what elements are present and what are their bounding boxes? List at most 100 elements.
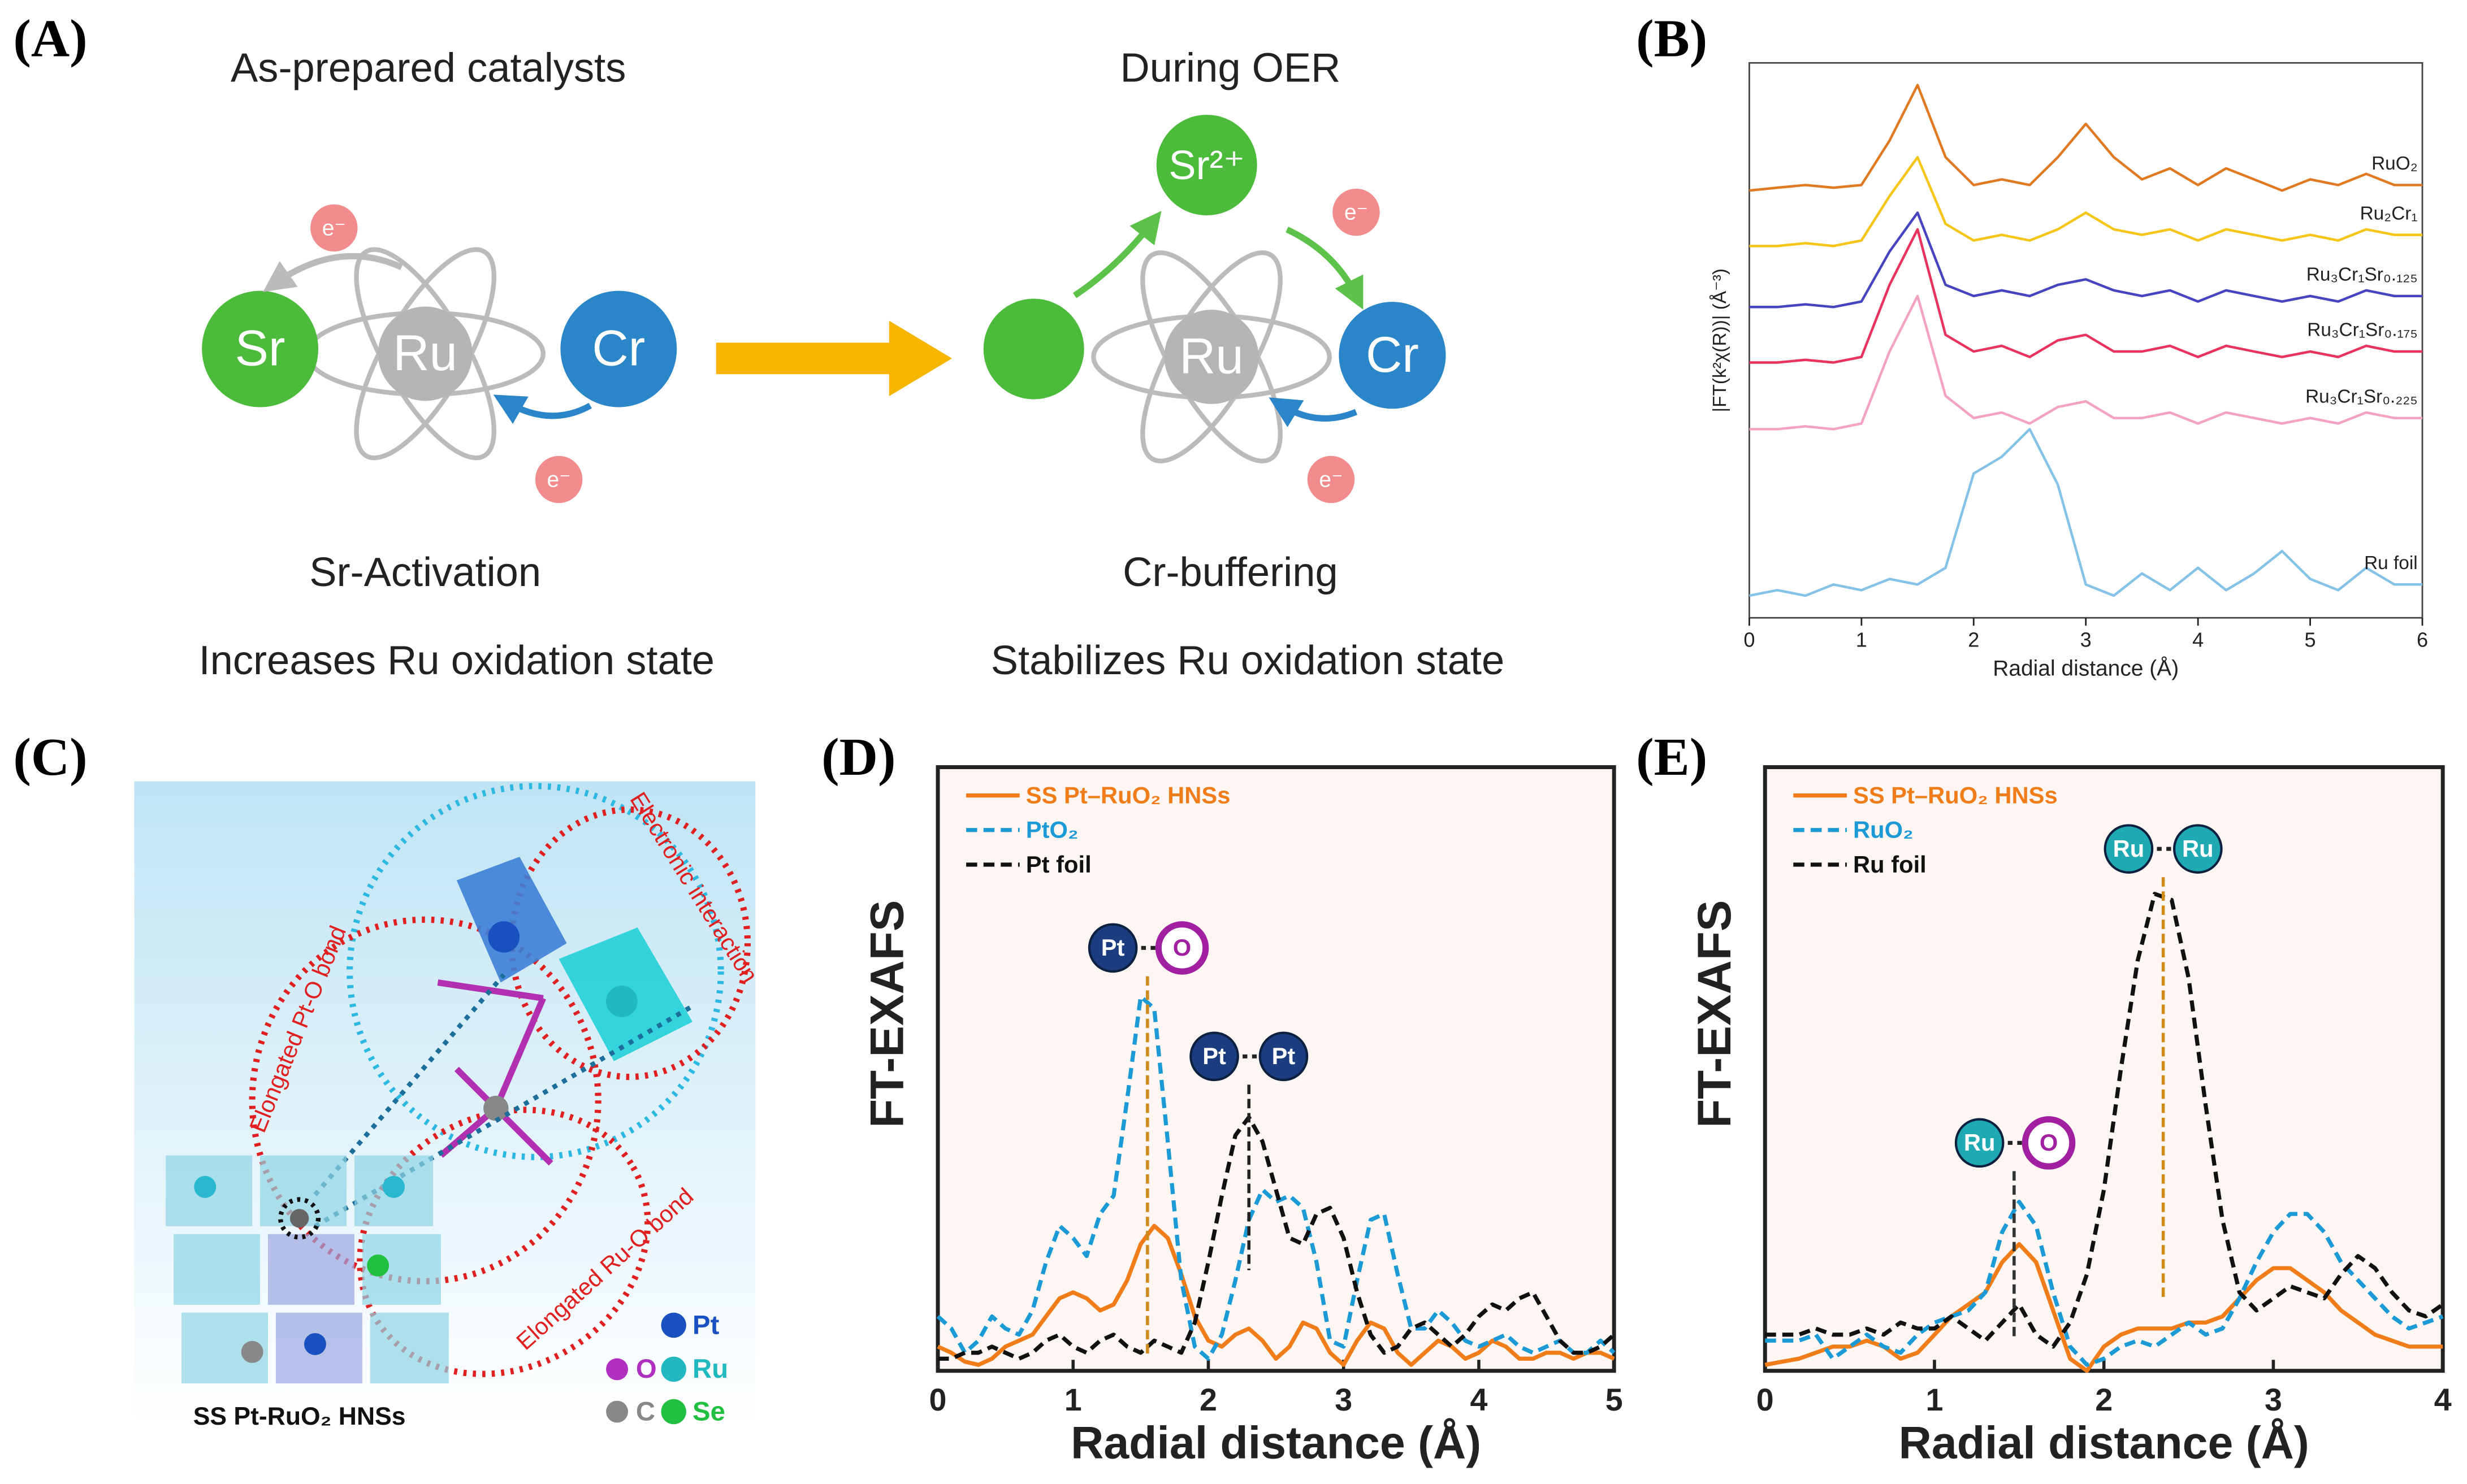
x-tick-label: 1 xyxy=(1926,1382,1944,1417)
x-tick-label: 5 xyxy=(2305,628,2316,652)
ru-atom xyxy=(1091,250,1332,463)
atom-label: Ru xyxy=(2113,835,2145,862)
legend-label: Se xyxy=(693,1396,725,1426)
panel-label: (D) xyxy=(821,728,895,787)
y-axis-label: |FT(k²χ(R))| (Å⁻³) xyxy=(1709,268,1730,412)
y-axis-label: FT-EXAFS xyxy=(1687,900,1741,1128)
process-arrow xyxy=(716,320,953,397)
panel-label: (C) xyxy=(13,728,87,787)
legend-label: Pt foil xyxy=(1026,851,1092,878)
x-tick-label: 2 xyxy=(1968,628,1979,652)
arrow xyxy=(1269,397,1358,427)
legend-label: PtO₂ xyxy=(1026,817,1079,843)
bonds xyxy=(437,979,553,1166)
x-tick-label: 0 xyxy=(1756,1382,1774,1417)
atom-bubble xyxy=(1189,1031,1239,1082)
electron-label: e⁻ xyxy=(322,216,346,240)
atom-label: Sr²⁺ xyxy=(1168,143,1245,188)
x-tick-label: 3 xyxy=(2265,1382,2282,1417)
pt-atom xyxy=(488,921,520,953)
atom-label: Pt xyxy=(1101,934,1125,961)
legend-label: SS Pt–RuO₂ HNSs xyxy=(1853,782,2058,808)
cr-atom xyxy=(1339,302,1446,409)
electron xyxy=(1307,455,1355,504)
atom-label: O xyxy=(1173,934,1191,961)
sr-ion xyxy=(1156,115,1257,216)
panel-label: (A) xyxy=(13,10,87,68)
x-tick-label: 1 xyxy=(1064,1382,1082,1417)
atom-label: Cr xyxy=(592,320,645,376)
legend-label: RuO₂ xyxy=(1853,817,1914,843)
dotted-ellipse xyxy=(249,916,601,1285)
series-line xyxy=(936,994,1616,1361)
c-atom xyxy=(241,1340,263,1363)
atom-label: Sr xyxy=(235,320,285,376)
caption: Sr-Activation xyxy=(309,550,541,595)
x-tick-label: 4 xyxy=(2434,1382,2452,1417)
electron xyxy=(310,204,358,252)
pt-atom xyxy=(304,1333,326,1355)
atom-bubble xyxy=(1088,923,1138,973)
highlight xyxy=(278,1197,321,1240)
legend-swatch xyxy=(606,1400,629,1423)
electron-label: e⁻ xyxy=(1319,468,1343,492)
series-label: Ru₃Cr₁Sr₀.₁₂₅ xyxy=(2306,264,2418,285)
atom-label: Cr xyxy=(1366,326,1419,383)
x-tick-label: 4 xyxy=(2192,628,2204,652)
series-line xyxy=(1765,1200,2444,1367)
panel-label: (B) xyxy=(1636,10,1707,68)
electron xyxy=(535,455,583,504)
atom-label: O xyxy=(2040,1129,2058,1156)
sr-vacancy xyxy=(983,298,1084,400)
cr-atom xyxy=(560,290,677,407)
x-tick-label: 0 xyxy=(929,1382,947,1417)
electron xyxy=(1332,188,1380,236)
unit-cell xyxy=(174,1234,261,1305)
arrow xyxy=(263,253,403,292)
atom-bubble xyxy=(2022,1116,2076,1170)
series-line xyxy=(1749,211,2423,309)
se-atom xyxy=(367,1254,389,1277)
ru-atom xyxy=(194,1175,217,1198)
electron-label: e⁻ xyxy=(1344,201,1368,225)
c-atom xyxy=(289,1209,309,1228)
diagram-title: During OER xyxy=(1120,45,1341,90)
series-label: Ru₃Cr₁Sr₀.₁₇₅ xyxy=(2307,320,2417,341)
series-label: Ru₂Cr₁ xyxy=(2360,203,2418,224)
legend-label: Ru foil xyxy=(1853,851,1927,878)
atom-label: Ru xyxy=(1964,1129,1996,1156)
legend-label: SS Pt–RuO₂ HNSs xyxy=(1026,782,1231,808)
legend-label: Pt xyxy=(693,1310,720,1340)
dotted-ellipse xyxy=(508,806,751,1081)
x-tick-label: 5 xyxy=(1605,1382,1623,1417)
atom-label: Ru xyxy=(2182,835,2214,862)
atom-bubble xyxy=(2104,824,2154,874)
legend-swatch xyxy=(661,1356,686,1382)
x-axis-label: Radial distance (Å) xyxy=(1071,1418,1481,1469)
atom-bubble xyxy=(1954,1118,2005,1168)
caption: Stabilizes Ru oxidation state xyxy=(991,638,1504,683)
x-tick-label: 4 xyxy=(1470,1382,1487,1417)
atom-label: Ru xyxy=(393,324,457,381)
series-line xyxy=(1749,294,2423,431)
zoom-lines xyxy=(313,973,694,1229)
dotted-circle xyxy=(347,783,724,1160)
series-label: Ru foil xyxy=(2364,553,2418,574)
atom-bubble xyxy=(1258,1031,1309,1082)
legend-swatch xyxy=(606,1358,629,1381)
legend-label: O xyxy=(636,1354,657,1384)
series-label: Ru₃Cr₁Sr₀.₂₂₅ xyxy=(2305,386,2418,407)
series-line xyxy=(1749,155,2423,248)
nucleus xyxy=(1164,310,1259,404)
pt-octahedron xyxy=(456,857,567,983)
caption: Cr-buffering xyxy=(1123,550,1338,595)
arrow xyxy=(1072,211,1162,298)
diagram-title: As-prepared catalysts xyxy=(231,45,626,90)
y-axis-label: FT-EXAFS xyxy=(860,900,914,1128)
electron-label: e⁻ xyxy=(547,468,571,492)
ru-atom xyxy=(383,1175,405,1198)
unit-cell xyxy=(370,1312,449,1383)
x-tick-label: 0 xyxy=(1743,628,1755,652)
plot-frame xyxy=(1763,765,2445,1373)
legend-swatch xyxy=(661,1312,686,1338)
